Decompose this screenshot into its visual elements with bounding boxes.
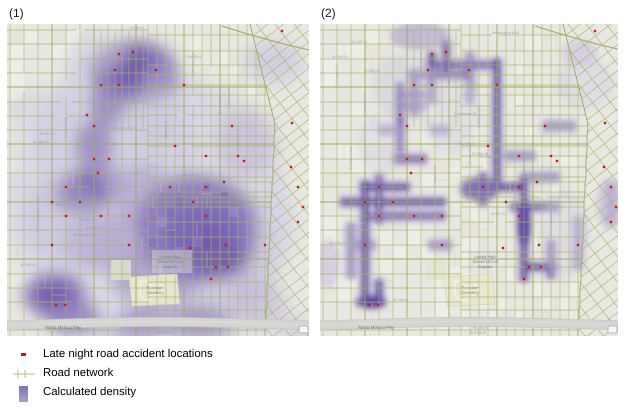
- svg-text:Angeles: Angeles: [478, 264, 492, 269]
- svg-text:W 9th St: W 9th St: [40, 132, 54, 136]
- svg-text:S Mariposa Ave: S Mariposa Ave: [191, 52, 195, 77]
- svg-text:W 17th St: W 17th St: [86, 226, 102, 230]
- svg-text:W 18th St: W 18th St: [472, 152, 488, 156]
- svg-text:Cemetery: Cemetery: [461, 290, 478, 295]
- svg-text:W 20th St: W 20th St: [364, 69, 380, 73]
- svg-text:Pico Blvd: Pico Blvd: [458, 142, 473, 146]
- svg-text:Santa Monica Fwy: Santa Monica Fwy: [358, 325, 395, 330]
- svg-text:Menlo Ave: Menlo Ave: [447, 68, 451, 85]
- svg-text:S Oxford Ave: S Oxford Ave: [477, 107, 481, 128]
- svg-text:S Kingsley Dr: S Kingsley Dr: [335, 63, 339, 86]
- svg-text:Cambridge St: Cambridge St: [177, 173, 199, 177]
- svg-text:S Kingsley Dr: S Kingsley Dr: [50, 177, 54, 200]
- svg-text:Cambridge St: Cambridge St: [454, 112, 476, 116]
- svg-text:S Ardmore Ave: S Ardmore Ave: [419, 52, 423, 76]
- svg-text:S Hobart Blvd: S Hobart Blvd: [468, 143, 472, 165]
- svg-text:S Catalina St: S Catalina St: [433, 166, 437, 187]
- svg-text:S Berendo St: S Berendo St: [405, 109, 409, 130]
- svg-text:W 12th St: W 12th St: [87, 155, 103, 159]
- svg-text:S Hobart Blvd: S Hobart Blvd: [106, 198, 110, 220]
- svg-text:S Kenmore Ave: S Kenmore Ave: [236, 125, 240, 150]
- svg-text:S Harvard Blvd: S Harvard Blvd: [377, 194, 381, 218]
- svg-text:W 8th St: W 8th St: [419, 83, 433, 87]
- svg-text:Loyola High: Loyola High: [474, 254, 495, 259]
- svg-text:Menlo Ave: Menlo Ave: [164, 121, 168, 138]
- svg-text:S New Hampshire Ave: S New Hampshire Ave: [36, 196, 40, 232]
- svg-text:Pico Blvd: Pico Blvd: [186, 55, 201, 59]
- svg-text:S Oxford Ave: S Oxford Ave: [64, 117, 68, 138]
- svg-text:S Berendo St: S Berendo St: [209, 198, 213, 219]
- svg-text:S Vermont Ave: S Vermont Ave: [363, 91, 367, 115]
- svg-text:S Western Ave: S Western Ave: [182, 178, 186, 202]
- svg-text:S New Hampshire Ave: S New Hampshire Ave: [549, 200, 553, 236]
- svg-text:S Kenmore Ave: S Kenmore Ave: [513, 180, 517, 205]
- svg-text:Angeles: Angeles: [163, 264, 177, 269]
- svg-text:W 15th St: W 15th St: [20, 263, 36, 267]
- svg-text:W 15th St: W 15th St: [332, 55, 348, 59]
- svg-text:S Western Ave: S Western Ave: [349, 146, 353, 170]
- svg-text:W Olympic Blvd: W Olympic Blvd: [480, 155, 505, 159]
- svg-text:W 17th St: W 17th St: [473, 326, 489, 330]
- svg-text:Cemetery: Cemetery: [146, 290, 163, 295]
- svg-text:W 14th St: W 14th St: [33, 140, 49, 144]
- svg-text:W 11th St: W 11th St: [393, 298, 409, 302]
- svg-text:Washington Blvd: Washington Blvd: [73, 233, 100, 237]
- svg-text:S Normandie Ave: S Normandie Ave: [522, 151, 526, 179]
- svg-text:S Mariposa Ave: S Mariposa Ave: [495, 103, 499, 128]
- svg-text:W 12th St: W 12th St: [330, 241, 346, 245]
- svg-text:W 20th St: W 20th St: [79, 218, 95, 222]
- svg-text:W 22nd St: W 22nd St: [157, 331, 173, 335]
- svg-text:W 11th St: W 11th St: [93, 81, 109, 85]
- svg-text:S Ardmore Ave: S Ardmore Ave: [92, 90, 96, 114]
- svg-text:W 14th St: W 14th St: [351, 40, 367, 44]
- svg-text:W 18th St: W 18th St: [51, 203, 67, 207]
- svg-text:S Vermont Ave: S Vermont Ave: [120, 51, 124, 75]
- svg-text:Santa Monica Fwy: Santa Monica Fwy: [45, 325, 82, 330]
- svg-text:W 8th St: W 8th St: [130, 26, 144, 30]
- svg-text:Rosedale: Rosedale: [462, 285, 480, 290]
- svg-text:S Normandie Ave: S Normandie Ave: [218, 86, 222, 114]
- svg-text:School Of Los: School Of Los: [157, 259, 182, 264]
- svg-text:W Olympic Blvd: W Olympic Blvd: [108, 126, 133, 130]
- svg-text:Washington Blvd: Washington Blvd: [492, 31, 519, 35]
- svg-text:School Of Los: School Of Los: [472, 259, 497, 264]
- svg-text:S Harvard Blvd: S Harvard Blvd: [245, 223, 249, 247]
- svg-text:W 22nd St: W 22nd St: [470, 331, 486, 335]
- svg-text:S Catalina St: S Catalina St: [227, 88, 231, 109]
- svg-text:Rosedale: Rosedale: [147, 285, 165, 290]
- svg-text:Loyola High: Loyola High: [159, 254, 180, 259]
- svg-text:W 9th St: W 9th St: [491, 212, 505, 216]
